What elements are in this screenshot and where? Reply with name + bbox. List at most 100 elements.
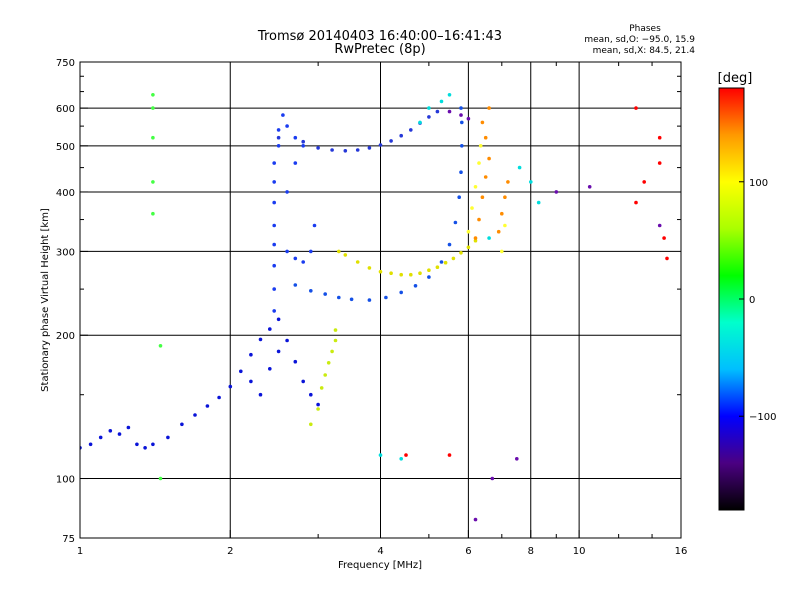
data-point	[389, 139, 393, 143]
data-point	[151, 135, 155, 140]
data-point	[634, 106, 638, 110]
data-point	[276, 317, 281, 322]
data-point	[435, 265, 440, 270]
data-point	[447, 109, 452, 114]
phases-heading: Phases	[629, 24, 661, 34]
data-point	[281, 113, 285, 117]
data-point	[228, 384, 233, 389]
data-point	[355, 148, 360, 152]
data-point	[276, 349, 281, 354]
y-tick-label: 75	[62, 534, 75, 545]
data-point	[367, 146, 372, 150]
data-point	[319, 386, 324, 390]
y-tick-label: 400	[56, 188, 75, 199]
data-point	[483, 135, 488, 140]
data-point	[529, 180, 533, 184]
data-point	[657, 161, 662, 165]
data-point	[151, 180, 155, 184]
data-point	[158, 476, 163, 481]
colorbar-label: [deg]	[718, 71, 753, 86]
colorbar-ticks: 100 0 −100	[739, 178, 776, 423]
data-point	[343, 253, 348, 257]
data-point	[301, 379, 306, 384]
data-point	[378, 143, 383, 147]
data-point	[166, 435, 170, 440]
y-axis-ticks: 75 100 200 300 400 500 600 750	[56, 58, 681, 545]
data-point	[151, 106, 155, 110]
data-point	[473, 236, 478, 240]
data-point	[312, 223, 317, 228]
data-point	[316, 407, 320, 411]
data-point	[293, 256, 298, 261]
data-point	[459, 106, 463, 110]
data-point	[439, 260, 444, 264]
data-point	[466, 229, 471, 234]
data-point	[268, 327, 272, 331]
data-point	[554, 190, 559, 194]
data-point	[427, 275, 431, 279]
data-point	[301, 260, 306, 264]
data-point	[293, 161, 298, 165]
phases-line-x: mean, sd,X: 84.5, 21.4	[593, 46, 696, 56]
data-point	[293, 359, 298, 364]
x-tick-label: 16	[675, 546, 688, 557]
data-point	[500, 211, 504, 216]
data-point	[309, 422, 313, 427]
data-point	[239, 369, 243, 374]
data-point	[151, 93, 155, 97]
data-point	[389, 271, 393, 276]
data-point	[258, 337, 263, 342]
data-point	[98, 435, 103, 440]
data-point	[657, 135, 662, 140]
data-point	[587, 185, 592, 189]
data-point	[330, 148, 334, 152]
data-point	[490, 476, 495, 481]
data-point	[418, 120, 422, 125]
data-point	[151, 211, 155, 216]
data-point	[515, 457, 519, 461]
data-point	[536, 200, 541, 205]
y-axis-label: Stationary phase Virtual Height [km]	[40, 208, 51, 392]
data-point	[367, 298, 372, 302]
data-point	[316, 402, 320, 407]
data-point	[293, 283, 298, 287]
data-point	[447, 242, 452, 247]
data-point	[272, 309, 277, 313]
data-point	[143, 446, 147, 450]
phases-line-o: mean, sd,O: −95.0, 15.9	[584, 35, 695, 45]
data-point	[301, 144, 306, 148]
data-point	[517, 165, 522, 170]
data-point	[135, 442, 139, 447]
y-tick-label: 750	[56, 58, 75, 69]
data-point	[326, 361, 331, 365]
data-point	[657, 223, 662, 228]
data-point	[665, 256, 669, 261]
data-point	[205, 404, 210, 408]
y-tick-label: 600	[56, 104, 75, 115]
x-tick-label: 8	[528, 546, 534, 557]
data-point	[413, 284, 418, 288]
data-point	[276, 128, 281, 132]
data-point	[453, 220, 458, 225]
data-point	[309, 249, 313, 254]
data-point	[108, 429, 113, 433]
data-point	[285, 338, 289, 343]
x-axis-label: Frequency [MHz]	[338, 560, 422, 571]
data-point	[309, 289, 313, 293]
data-point	[276, 135, 281, 140]
data-point	[500, 249, 504, 254]
data-point	[447, 453, 452, 457]
data-point	[272, 263, 277, 268]
data-point	[337, 249, 341, 254]
data-point	[367, 266, 372, 270]
data-point	[323, 292, 328, 296]
data-point	[480, 195, 485, 199]
x-tick-label: 10	[573, 546, 586, 557]
data-point	[477, 161, 481, 165]
data-point	[478, 144, 483, 148]
data-point	[384, 295, 388, 300]
data-point	[117, 432, 122, 436]
data-point	[249, 379, 253, 384]
data-point	[460, 144, 464, 148]
